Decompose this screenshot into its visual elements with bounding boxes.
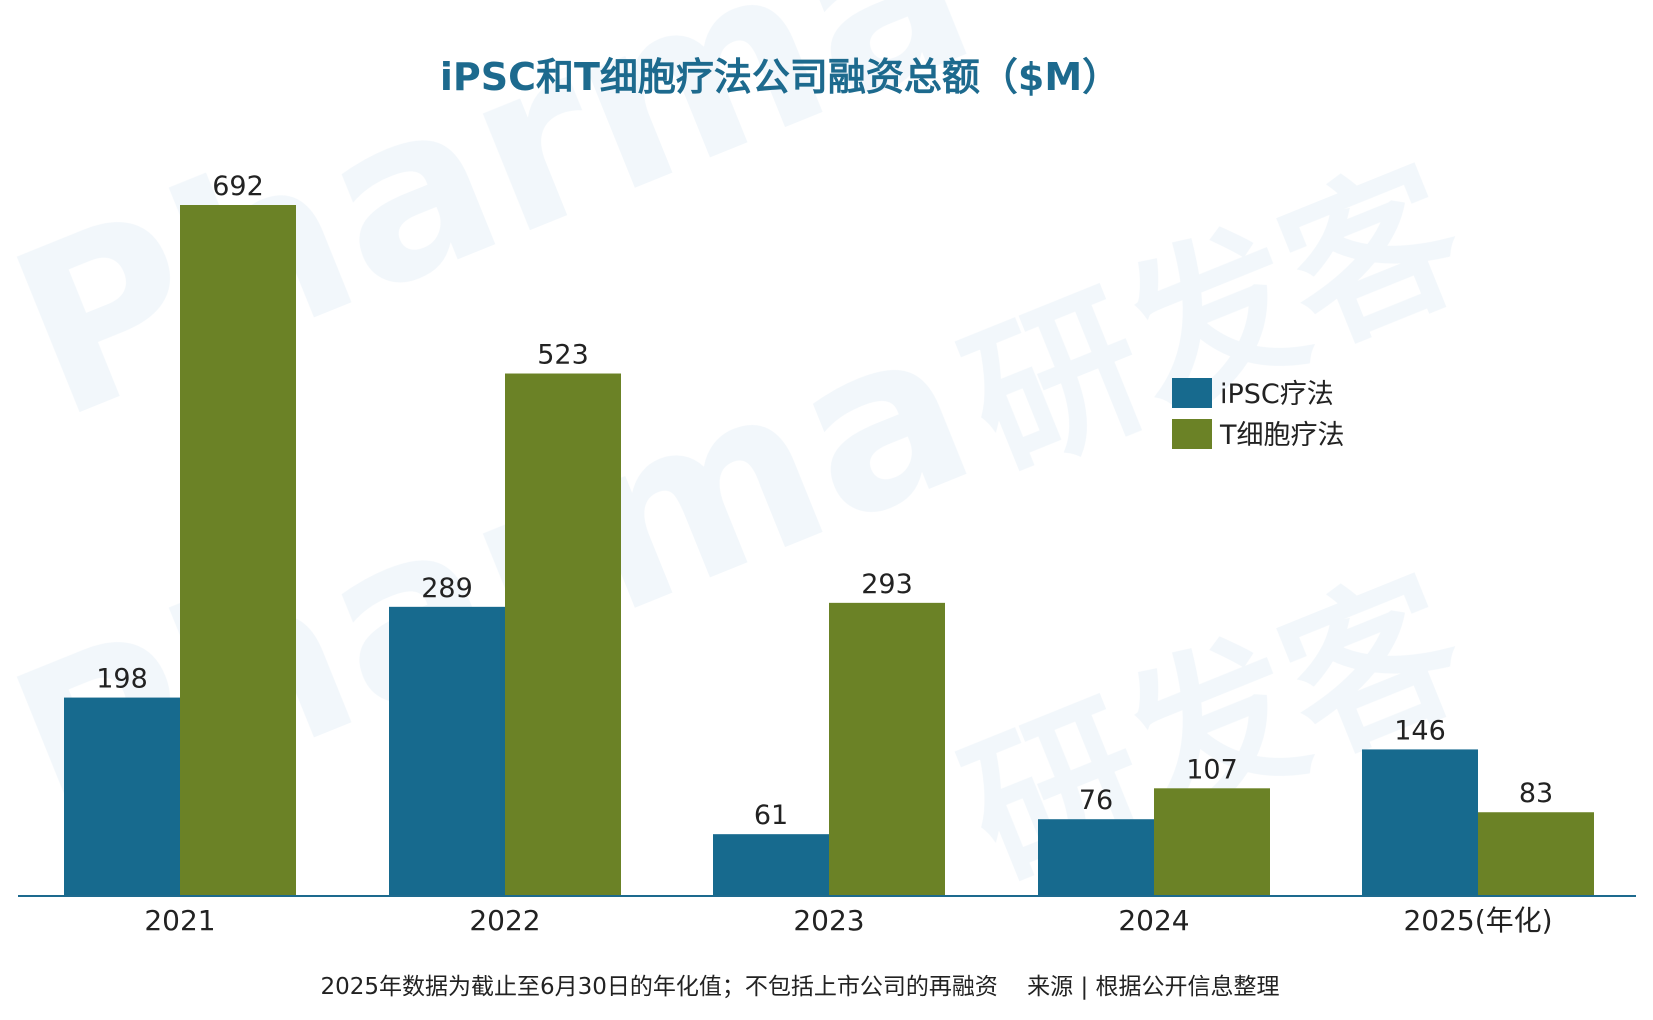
x-tick-labels: 2021 2022 2023 2024 2025(年化): [144, 904, 1552, 937]
legend-swatch-tcell: [1172, 419, 1212, 449]
legend: iPSC疗法 T细胞疗法: [1172, 378, 1345, 451]
value-label-tcell-2: 293: [861, 569, 913, 600]
chart-title: iPSC和T细胞疗法公司融资总额（$M）: [440, 55, 1120, 99]
value-label-tcell-3: 107: [1186, 754, 1238, 785]
value-label-tcell-4: 83: [1519, 778, 1553, 809]
svg-text:研发客: 研发客: [941, 133, 1488, 508]
x-tick-label-2: 2023: [793, 904, 864, 937]
x-tick-label-0: 2021: [144, 904, 215, 937]
legend-swatch-ipsc: [1172, 378, 1212, 408]
value-label-tcell-1: 523: [537, 340, 589, 371]
value-label-ipsc-1: 289: [421, 573, 473, 604]
value-label-ipsc-4: 146: [1394, 715, 1446, 746]
x-tick-label-4: 2025(年化): [1403, 904, 1552, 937]
bar-tcell-2: [829, 602, 945, 895]
value-label-ipsc-0: 198: [96, 664, 148, 695]
value-label-ipsc-2: 61: [754, 800, 788, 831]
bar-ipsc-4: [1362, 749, 1478, 895]
bar-ipsc-1: [389, 606, 505, 895]
bars-layer: [64, 205, 1594, 895]
bar-tcell-1: [505, 373, 621, 895]
x-tick-label-3: 2024: [1118, 904, 1189, 937]
bar-ipsc-3: [1038, 819, 1154, 895]
bar-ipsc-0: [64, 697, 180, 895]
bar-tcell-4: [1478, 812, 1594, 895]
footnote: 2025年数据为截止至6月30日的年化值；不包括上市公司的再融资 来源 | 根据…: [320, 974, 1279, 1000]
x-tick-label-1: 2022: [469, 904, 540, 937]
value-labels-layer: 198 692 289 523 61 293 76 107 146 83: [96, 171, 1553, 831]
value-label-ipsc-3: 76: [1079, 785, 1113, 816]
bar-ipsc-2: [713, 834, 829, 895]
bar-tcell-0: [180, 205, 296, 895]
legend-label-tcell: T细胞疗法: [1219, 420, 1345, 451]
value-label-tcell-0: 692: [212, 171, 264, 202]
legend-label-ipsc: iPSC疗法: [1220, 379, 1334, 410]
bar-tcell-3: [1154, 788, 1270, 895]
